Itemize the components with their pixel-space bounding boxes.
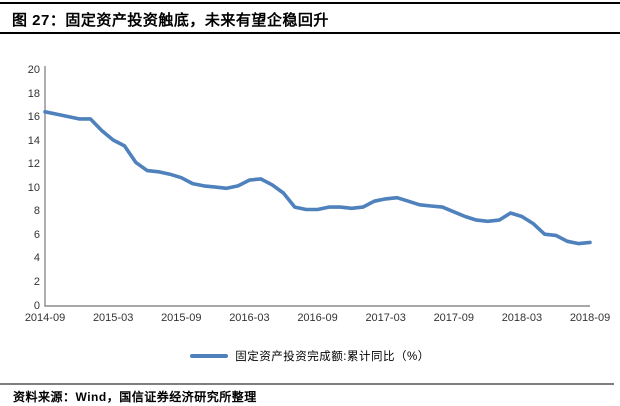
x-tick-label: 2014-09 bbox=[24, 312, 66, 324]
source-note: 资料来源：Wind，国信证券经济研究所整理 bbox=[13, 390, 257, 404]
y-tick-label: 14 bbox=[27, 134, 40, 147]
title-underline-rule bbox=[0, 32, 620, 34]
legend-label: 固定资产投资完成额:累计同比（%） bbox=[235, 351, 430, 363]
x-tick-label: 2016-03 bbox=[229, 312, 270, 324]
x-tick-label: 2018-09 bbox=[569, 312, 611, 324]
x-tick-label: 2015-09 bbox=[161, 312, 202, 324]
x-tick-label: 2017-09 bbox=[433, 312, 474, 324]
y-tick-label: 10 bbox=[27, 181, 40, 194]
y-tick-label: 0 bbox=[33, 299, 40, 312]
x-tick-label: 2017-03 bbox=[365, 312, 406, 324]
y-tick-label: 18 bbox=[27, 87, 40, 100]
y-tick-label: 8 bbox=[33, 205, 40, 218]
y-tick-label: 20 bbox=[27, 64, 40, 77]
x-tick-label: 2016-09 bbox=[297, 312, 338, 324]
y-tick-label: 2 bbox=[33, 275, 40, 288]
figure-title: 图 27：固定资产投资触底，未来有望企稳回升 bbox=[12, 12, 329, 29]
y-tick-label: 6 bbox=[33, 228, 40, 241]
footer-rule bbox=[0, 383, 614, 385]
fai-series-line bbox=[43, 110, 592, 246]
x-tick-label: 2018-03 bbox=[501, 312, 543, 324]
legend-line-swatch bbox=[190, 354, 229, 358]
y-tick-label: 16 bbox=[27, 111, 40, 124]
y-tick-label: 12 bbox=[27, 158, 40, 171]
x-tick-label: 2015-03 bbox=[92, 312, 134, 324]
top-rule bbox=[0, 2, 620, 4]
y-tick-label: 4 bbox=[33, 252, 40, 265]
legend: 固定资产投资完成额:累计同比（%） bbox=[0, 348, 620, 364]
